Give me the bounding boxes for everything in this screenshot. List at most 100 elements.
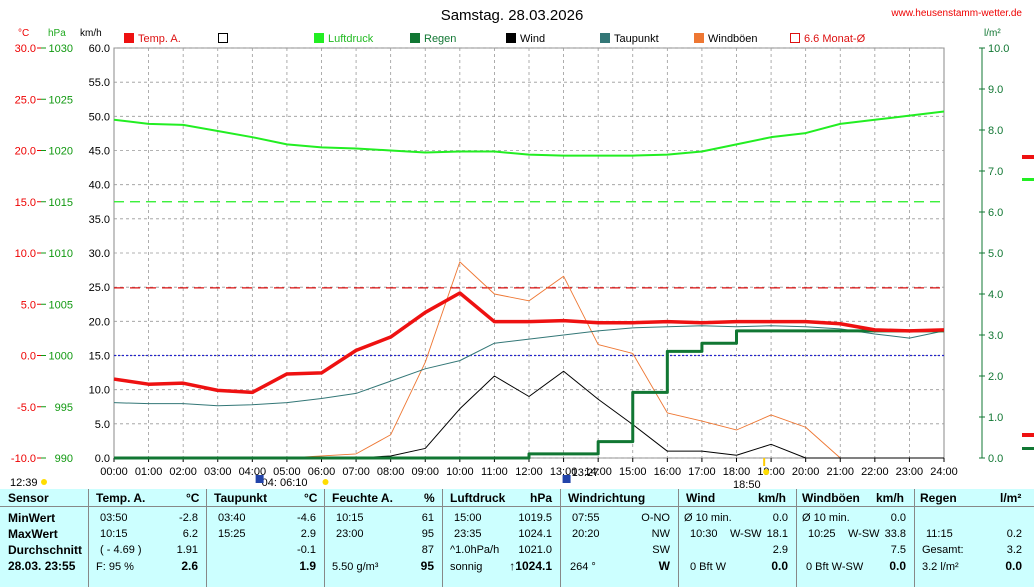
pressure-tick-label: 995 [55,402,73,414]
legend-label: Temp. A. [138,33,181,45]
gust-unit: km/h [876,491,905,505]
hum-max-time: 23:00 [336,528,364,540]
dir-min-time: 07:55 [572,512,600,524]
dir-max-value: NW [651,528,670,540]
rain-tick-label: 8.0 [988,125,1003,137]
rain-total-label: Gesamt: [922,544,964,556]
sun-dot [763,469,770,475]
pressure-tick-label: 1000 [49,351,73,363]
rain-tick-label: 3.0 [988,330,1003,342]
pressure-tick-label: 1005 [49,299,73,311]
wind-bft-note: 0 Bft W [690,561,727,573]
row-label-sensor: Sensor [8,491,49,505]
press-current-value: ↑1024.1 [509,559,552,573]
rain-max-value: 0.2 [1006,528,1022,540]
x-tick-label: 21:00 [826,466,854,478]
press-trend-note: ^1.0hPa/h [450,544,500,556]
dir-header: Windrichtung [568,491,646,505]
rain-tick-label: 10.0 [988,43,1009,55]
legend-swatch [600,33,610,43]
rain-tick-label: 9.0 [988,84,1003,96]
rain-today-note: 3.2 l/m² [922,561,959,573]
legend-item: Luftdruck [314,33,374,45]
wind-max-direction: W-SW [730,528,762,540]
x-tick-label: 09:00 [411,466,439,478]
gust-max-value: 33.8 [884,528,906,540]
legend-item [218,33,228,43]
gust-header: Windböen [802,491,860,505]
unit-rain: l/m² [984,28,1001,39]
hum-max-value: 95 [421,528,434,540]
wind-header: Wind [686,491,716,505]
rain-tick-label: 2.0 [988,371,1003,383]
sun-annotations: 12:39 04: 06:10 13:27 18:50 [10,458,770,489]
temperature-line [113,291,945,395]
statistics-table: Sensor MinWert MaxWert Durchschnitt 28.0… [0,489,1034,587]
dew-max-value: 2.9 [300,528,316,540]
press-forecast-note: sonnig [450,561,483,573]
gust-min-note: Ø 10 min. [802,512,850,524]
dir-max-time: 20:20 [572,528,600,540]
hum-header: Feuchte A. [332,491,393,505]
x-tick-label: 06:00 [308,466,336,478]
wind-tick-label: 60.0 [89,43,110,55]
press-max-value: 1024.1 [518,528,552,540]
x-tick-label: 12:00 [515,466,543,478]
legend-item: Windböen [694,33,758,45]
dew-header: Taupunkt [214,491,268,505]
x-tick-label: 02:00 [169,466,197,478]
legend-swatch [506,33,516,43]
legend-swatch [694,33,704,43]
rain-current-value: 0.0 [1005,559,1022,573]
dir-degree-note: 264 ° [570,561,596,573]
dew-min-time: 03:40 [218,512,246,524]
legend-swatch [218,33,228,43]
rain-tick-label: 7.0 [988,166,1003,178]
wind-current-value: 0.0 [771,559,788,573]
x-tick-label: 11:00 [481,466,508,478]
x-tick-label: 05:00 [273,466,301,478]
dew-avg-value: -0.1 [297,544,316,556]
dew-unit: °C [304,491,318,505]
wind-tick-label: 30.0 [89,248,110,260]
website-link[interactable]: www.heusenstamm-wetter.de [890,8,1022,19]
rain-unit: l/m² [1000,491,1022,505]
legend-label: Taupunkt [614,33,659,45]
rain-tick-label: 6.0 [988,207,1003,219]
legend-item: 6.6 Monat-Ø [790,33,866,45]
gust-max-direction: W-SW [848,528,880,540]
temp-max-time: 10:15 [100,528,128,540]
x-tick-label: 14:00 [584,466,612,478]
pressure-line [113,110,945,157]
x-tick-label: 15:00 [619,466,647,478]
wind-tick-label: 5.0 [95,419,110,431]
temp-avg-note: ( - 4.69 ) [100,544,142,556]
dew-current-value: 1.9 [299,559,316,573]
wind-tick-label: 50.0 [89,111,110,123]
row-label-min: MinWert [8,511,56,525]
legend-swatch [790,33,800,43]
wind-min-value: 0.0 [772,512,788,524]
legend-item: Wind [506,33,545,45]
gust-avg-value: 7.5 [890,544,906,556]
temp-min-value: -2.8 [179,512,198,524]
dir-min-value: O-NO [641,512,670,524]
temp-header: Temp. A. [96,491,146,505]
x-tick-label: 20:00 [792,466,820,478]
gust-min-value: 0.0 [890,512,906,524]
sunset-annotation: 18:50 [733,479,761,489]
gust-current-value: 0.0 [889,559,906,573]
temp-tick-label: 30.0 [15,43,36,55]
temp-humidity-note: F: 95 % [96,561,134,573]
legend-label: Luftdruck [328,33,374,45]
wind-tick-label: 25.0 [89,282,110,294]
pressure-tick-label: 1010 [49,248,73,260]
wind-tick-label: 55.0 [89,77,110,89]
rain-tick-label: 5.0 [988,248,1003,260]
dew-min-value: -4.6 [297,512,316,524]
row-label-current: 28.03. 23:55 [8,559,76,573]
legend-label: 6.6 Monat-Ø [804,33,866,45]
right-edge-markers [1022,155,1034,450]
unit-pressure: hPa [48,28,66,39]
unit-wind: km/h [80,28,102,39]
